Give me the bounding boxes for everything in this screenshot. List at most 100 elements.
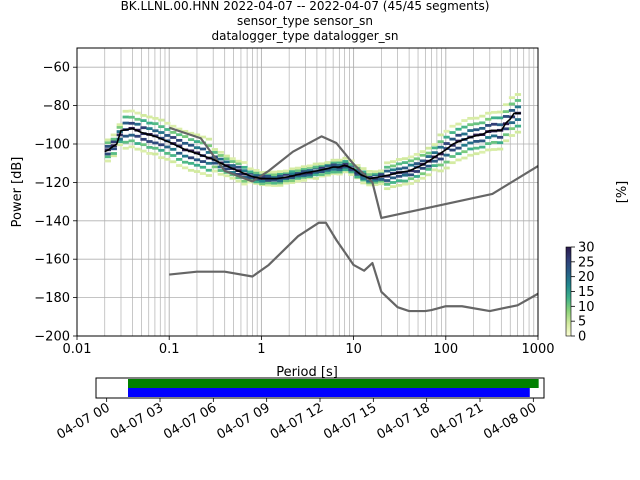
density-cell xyxy=(110,147,117,151)
density-cell xyxy=(407,155,415,159)
density-cell xyxy=(395,174,403,178)
density-cell xyxy=(508,134,516,137)
density-cell xyxy=(502,103,510,107)
density-cell xyxy=(443,142,450,145)
density-cell xyxy=(182,166,189,170)
density-cell xyxy=(164,145,171,149)
density-cell xyxy=(182,154,189,158)
density-cell xyxy=(235,176,242,180)
density-cell xyxy=(128,121,135,125)
density-cell xyxy=(128,109,135,113)
density-cell xyxy=(146,127,153,131)
density-cell xyxy=(306,169,314,172)
density-cell xyxy=(253,180,260,184)
availability-bar xyxy=(128,388,530,397)
density-cell xyxy=(467,141,474,145)
density-cell xyxy=(122,109,129,113)
y-tick-label: −120 xyxy=(34,176,70,191)
density-cell xyxy=(146,145,153,149)
density-cell xyxy=(366,173,373,176)
density-cell xyxy=(318,165,325,169)
x-tick-label: 1000 xyxy=(521,342,554,357)
density-cell xyxy=(461,125,468,129)
density-cell xyxy=(473,128,480,132)
density-cell xyxy=(413,179,421,183)
density-cell xyxy=(330,167,337,171)
y-tick-label: −100 xyxy=(34,138,70,153)
density-cell xyxy=(366,179,373,183)
density-cell xyxy=(288,172,296,175)
density-cell xyxy=(514,99,522,102)
density-cell xyxy=(508,102,516,106)
density-cell xyxy=(265,183,272,187)
plot-frame xyxy=(76,47,539,337)
y-tick-label: −80 xyxy=(43,99,70,114)
density-cell xyxy=(485,124,492,127)
density-cell xyxy=(378,179,385,183)
colorbar-tick-label: 30 xyxy=(578,241,595,256)
density-cell xyxy=(514,124,522,128)
density-cell xyxy=(330,172,337,176)
colorbar-tick-label: 10 xyxy=(578,300,595,315)
density-cell xyxy=(235,165,242,169)
density-cell xyxy=(211,148,218,151)
figure-title-line3: datalogger_type datalogger_sn xyxy=(212,29,399,43)
x-axis-label: Period [s] xyxy=(276,365,338,380)
density-cell xyxy=(496,147,504,151)
density-cell xyxy=(294,170,302,174)
density-cell xyxy=(491,148,498,151)
density-cell xyxy=(360,181,367,185)
density-cell xyxy=(283,171,290,174)
density-cell xyxy=(235,179,242,183)
y-tick-label: −200 xyxy=(34,330,70,345)
density-cell xyxy=(461,143,468,147)
density-cell xyxy=(461,132,468,136)
density-cell xyxy=(496,141,504,145)
density-cell xyxy=(140,114,147,117)
colorbar-scale xyxy=(565,246,572,337)
density-cell xyxy=(479,139,486,143)
density-cell xyxy=(508,127,516,131)
density-cell xyxy=(312,165,319,169)
density-cell xyxy=(104,145,111,148)
density-cell xyxy=(253,173,260,177)
density-cell xyxy=(116,130,123,133)
density-cell xyxy=(514,130,522,134)
density-cell xyxy=(342,170,349,174)
density-cell xyxy=(277,181,284,185)
psd-curves xyxy=(104,112,539,313)
density-cell xyxy=(395,179,403,183)
density-cell xyxy=(342,156,349,160)
density-cell xyxy=(259,171,266,174)
density-cell xyxy=(449,155,456,158)
density-cell xyxy=(300,167,308,171)
density-cell xyxy=(205,137,213,141)
density-cell xyxy=(182,135,189,138)
density-cell xyxy=(277,172,284,175)
noise-model-line xyxy=(168,126,539,220)
x-tick-label: 100 xyxy=(433,342,458,357)
colorbar-tick-label: 5 xyxy=(578,315,586,330)
density-cell xyxy=(485,117,492,121)
x-tick-label: 1 xyxy=(257,342,265,357)
density-cell xyxy=(110,133,117,137)
density-cell xyxy=(360,170,367,174)
density-cell xyxy=(467,129,474,132)
density-cell xyxy=(229,171,236,174)
density-cell xyxy=(384,165,391,169)
density-cell xyxy=(336,170,343,174)
density-cell xyxy=(479,145,486,149)
density-cell xyxy=(277,174,284,178)
density-cell xyxy=(378,172,385,176)
density-cell xyxy=(473,140,480,143)
density-cell xyxy=(324,169,331,172)
density-cell xyxy=(455,133,462,137)
density-cell xyxy=(395,183,403,187)
timeline-tick-label: 04-07 00 xyxy=(55,400,113,442)
density-cell xyxy=(360,167,367,170)
density-cell xyxy=(431,151,438,155)
density-cell xyxy=(300,165,308,169)
density-cell xyxy=(241,161,248,164)
density-cell xyxy=(288,167,296,171)
